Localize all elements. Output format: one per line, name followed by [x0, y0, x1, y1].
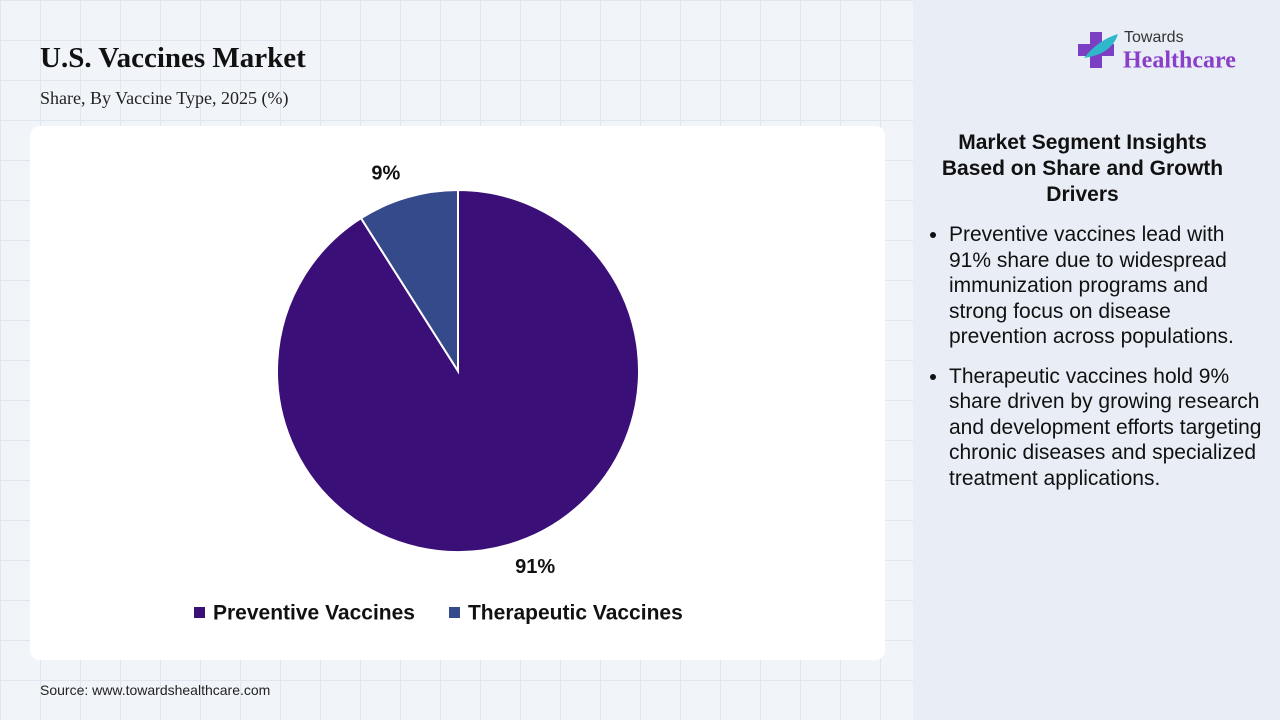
- logo-bottom: Healthcare: [1123, 48, 1236, 74]
- chart-subtitle: Share, By Vaccine Type, 2025 (%): [40, 88, 289, 108]
- source: Source: www.towardshealthcare.com: [40, 682, 271, 698]
- insight-bullet: Therapeutic vaccines hold 9% share drive…: [949, 364, 1269, 492]
- chart-title: U.S. Vaccines Market: [40, 42, 306, 74]
- insight-bullet: Preventive vaccines lead with 91% share …: [949, 222, 1269, 350]
- legend-swatch: [194, 607, 205, 618]
- logo-icon: [1078, 32, 1118, 68]
- legend-swatch: [448, 607, 460, 618]
- data-label: 9%: [371, 162, 400, 184]
- pie-slice: [359, 188, 459, 375]
- insights-heading: Market Segment Insights Based on Share a…: [941, 131, 1224, 206]
- insights-list: Preventive vaccines lead with 91% share …: [924, 222, 1269, 505]
- data-label: 91%: [515, 556, 555, 578]
- insights-panel: [913, 0, 1280, 720]
- logo-top: Towards: [1124, 29, 1184, 46]
- legend-label: Therapeutic Vaccines: [468, 602, 683, 625]
- legend-label: Preventive Vaccines: [213, 602, 415, 625]
